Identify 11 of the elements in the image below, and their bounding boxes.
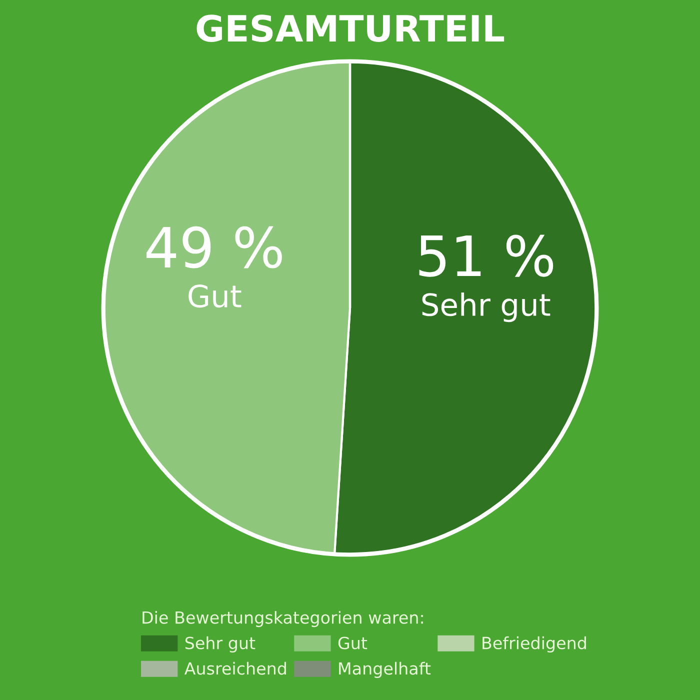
- legend-label: Sehr gut: [185, 636, 256, 653]
- data-label: 49 %: [146, 226, 282, 268]
- legend-label: Befriedigend: [482, 636, 586, 653]
- legend-label: Mangelhaft: [339, 662, 431, 678]
- slice-label: Sehr gut: [422, 292, 550, 322]
- legend-label: Gut: [338, 636, 368, 650]
- data-label: 51 %: [419, 234, 554, 277]
- chart-title: GESAMTURTEIL: [196, 14, 504, 42]
- legend-title: Die Bewertungskategorien waren:: [142, 610, 423, 628]
- slice-label: Gut: [188, 284, 242, 308]
- legend-label: Ausreichend: [184, 662, 286, 675]
